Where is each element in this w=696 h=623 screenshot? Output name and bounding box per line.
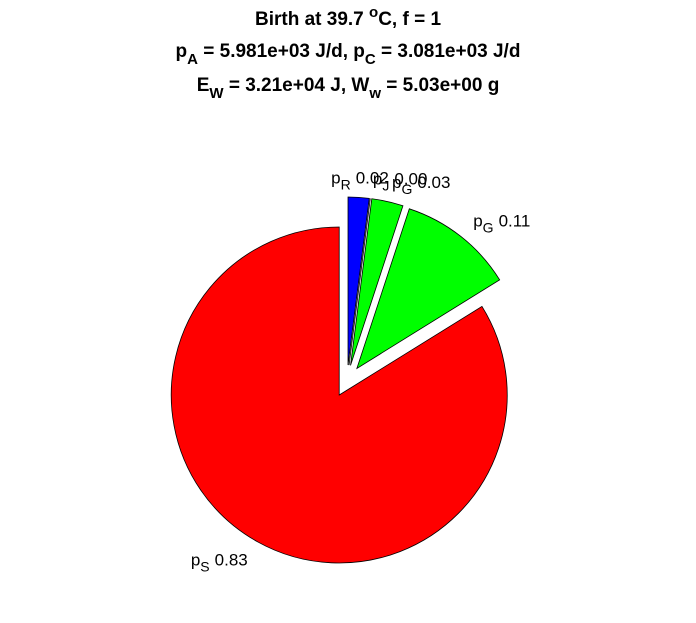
- title-text: Birth at 39.7: [255, 9, 369, 30]
- slice-label: pG 0.11: [473, 212, 530, 236]
- title-text: p: [176, 41, 188, 62]
- slice-label-sub: G: [401, 181, 412, 197]
- slice-label-sub: R: [341, 176, 351, 192]
- slice-label-sub: S: [200, 558, 209, 574]
- slice-label: pS 0.83: [191, 550, 248, 574]
- title-text: = 3.081e+03 J/d: [376, 41, 521, 62]
- title-sub: C: [365, 51, 376, 68]
- title-line: Birth at 39.7 oC, f = 1: [255, 4, 441, 30]
- title-sub: W: [209, 85, 224, 102]
- slice-label-value: 0.00: [394, 169, 427, 188]
- slice-label: pG 0.03: [392, 173, 450, 197]
- title-line: EW = 3.21e+04 J, Ww = 5.03e+00 g: [197, 75, 500, 102]
- title-line: pA = 5.981e+03 J/d, pC = 3.081e+03 J/d: [176, 41, 521, 68]
- slice-label: pR 0.02: [331, 168, 389, 192]
- title-text: = 5.03e+00 g: [381, 75, 499, 96]
- title-text: = 5.981e+03 J/d, p: [198, 41, 365, 62]
- slice-label-name: p: [331, 168, 340, 187]
- slice-label-value: 0.83: [215, 550, 248, 569]
- slice-label-name: p: [191, 550, 200, 569]
- title-text: C, f = 1: [378, 9, 441, 30]
- title-sub: A: [187, 51, 198, 68]
- title-text: = 3.21e+04 J, W: [224, 75, 370, 96]
- pie-slice: [356, 208, 501, 370]
- title-sub: w: [368, 85, 381, 102]
- slice-label-name: p: [473, 212, 482, 231]
- slice-label-name: p: [392, 173, 401, 192]
- pie-slice: [170, 226, 508, 564]
- slice-label-value: 0.03: [417, 173, 450, 192]
- title-text: E: [197, 75, 210, 96]
- slice-label-value: 0.02: [356, 168, 389, 187]
- slice-label-value: 0.11: [499, 212, 531, 231]
- slice-label: pJ 0.00: [373, 169, 428, 193]
- pie-slice: [350, 198, 404, 366]
- slice-label-sub: J: [382, 177, 389, 193]
- slice-label-name: p: [373, 169, 382, 188]
- pie-slice: [347, 196, 370, 366]
- slice-label-sub: G: [483, 220, 494, 236]
- title-sup: o: [369, 4, 378, 21]
